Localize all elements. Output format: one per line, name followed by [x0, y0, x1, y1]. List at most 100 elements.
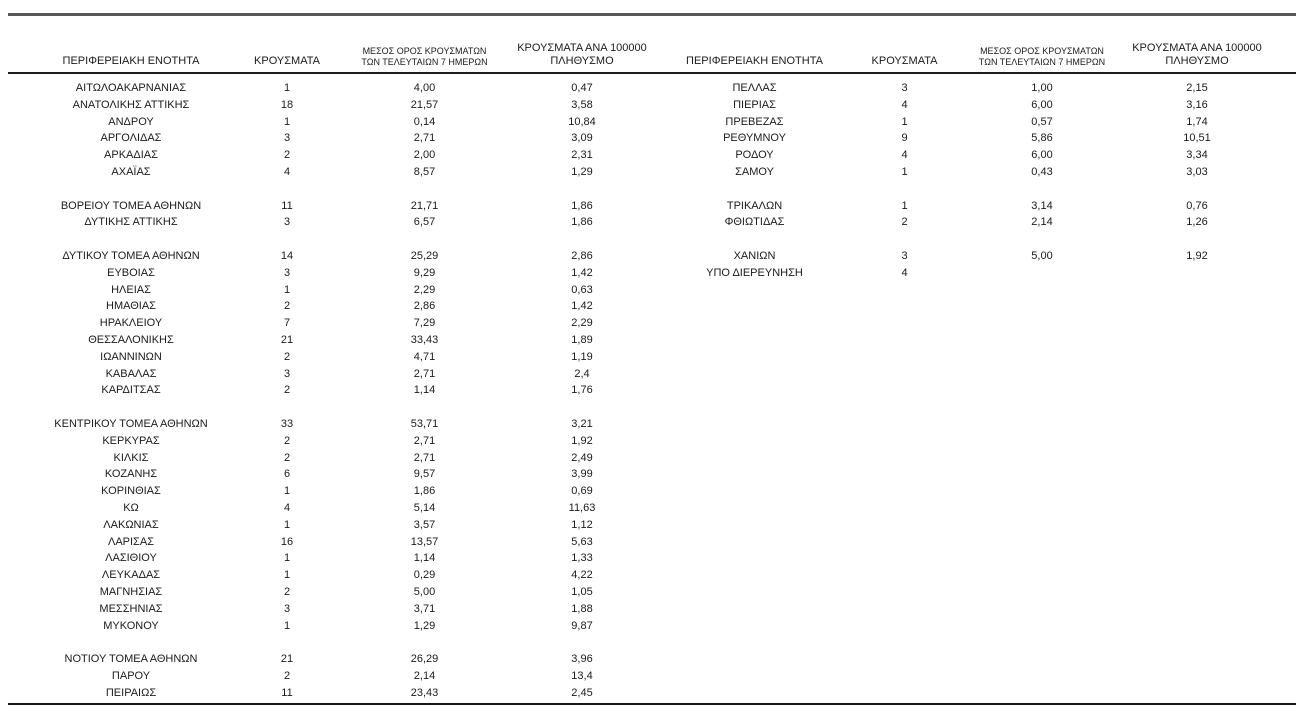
header-per100k-right-line2: ΠΛΗΘΥΣΜΟ [1165, 55, 1229, 67]
table-row-spacer [25, 231, 1304, 248]
region-cell [652, 349, 857, 366]
value-cell: 1 [901, 165, 908, 178]
table-row: ΠΑΡΟΥ 2 2,14 13,4 [25, 668, 1304, 685]
value-cell [857, 282, 952, 299]
value-cell: 2,49 [571, 451, 593, 464]
value-cell: 0,29 [413, 569, 436, 582]
value-cell: 3,14 [1031, 199, 1053, 212]
value-cell: 1 [901, 115, 908, 128]
header-per100k-left-line1: ΚΡΟΥΣΜΑΤΑ ΑΝΑ 100000 [517, 42, 647, 54]
value-cell [857, 416, 952, 433]
value-cell [857, 433, 952, 450]
region-cell: ΚΕΡΚΥΡΑΣ [102, 434, 160, 447]
value-cell: 3 [901, 82, 908, 94]
region-cell [652, 567, 857, 584]
table-row: ΗΜΑΘΙΑΣ 2 2,86 1,42 [25, 298, 1304, 315]
value-cell: 1 [283, 115, 291, 128]
value-cell: 3,57 [413, 518, 436, 531]
table-row-spacer [25, 634, 1304, 651]
value-cell: 1,00 [1031, 82, 1053, 94]
table-row: ΚΩ 4 5,14 11,63 [25, 500, 1304, 517]
value-cell: 0,47 [571, 82, 593, 94]
value-cell: 9 [901, 132, 908, 145]
value-cell: 2,71 [413, 367, 436, 380]
table-row: ΚΟΖΑΝΗΣ 6 9,57 3,99 [25, 466, 1304, 483]
value-cell: 2,71 [413, 451, 436, 464]
value-cell [952, 466, 1132, 483]
region-cell: ΦΘΙΩΤΙΔΑΣ [724, 216, 785, 229]
region-cell [652, 382, 857, 399]
value-cell: 1,92 [1186, 249, 1208, 262]
value-cell [237, 399, 337, 416]
region-cell [652, 315, 857, 332]
value-cell [857, 534, 952, 551]
value-cell: 2 [901, 216, 908, 229]
header-divider-rule [8, 72, 1296, 74]
value-cell: 1 [283, 283, 291, 296]
region-cell [652, 298, 857, 315]
table-row: ΛΑΡΙΣΑΣ 16 13,57 5,63 [25, 534, 1304, 551]
value-cell [1132, 550, 1262, 567]
header-cases-right: ΚΡΟΥΣΜΑΤΑ [857, 32, 952, 72]
value-cell [1132, 231, 1262, 248]
value-cell [1132, 685, 1262, 702]
table-row: ΙΩΑΝΝΙΝΩΝ 2 4,71 1,19 [25, 349, 1304, 366]
table-header-row: ΠΕΡΙΦΕΡΕΙΑΚΗ ΕΝΟΤΗΤΑ ΚΡΟΥΣΜΑΤΑ ΜΕΣΟΣ ΟΡΟ… [25, 32, 1304, 72]
region-cell: ΑΝΔΡΟΥ [108, 115, 154, 128]
value-cell [1132, 601, 1262, 618]
table-row: ΑΧΑΪΑΣ 4 8,57 1,29 ΣΑΜΟΥ 1 0,43 3,03 [25, 164, 1304, 181]
value-cell: 23,43 [410, 686, 439, 699]
value-cell: 5,86 [1031, 132, 1053, 145]
value-cell [952, 433, 1132, 450]
value-cell [952, 550, 1132, 567]
table-row: ΒΟΡΕΙΟΥ ΤΟΜΕΑ ΑΘΗΝΩΝ 11 21,71 1,86 ΤΡΙΚΑΛΩΝ 1… [25, 198, 1304, 215]
value-cell [1132, 382, 1262, 399]
value-cell [1132, 282, 1262, 299]
value-cell [857, 366, 952, 383]
value-cell: 1,12 [571, 518, 593, 531]
value-cell: 0,57 [1031, 115, 1053, 128]
region-cell [652, 450, 857, 467]
header-region-right-label: ΠΕΡΙΦΕΡΕΙΑΚΗ ΕΝΟΤΗΤΑ [686, 55, 823, 67]
value-cell [857, 298, 952, 315]
region-cell: ΚΙΛΚΙΣ [113, 451, 149, 464]
value-cell [1132, 500, 1262, 517]
top-rule [8, 13, 1296, 16]
value-cell [857, 584, 952, 601]
value-cell [857, 332, 952, 349]
value-cell [512, 399, 652, 416]
value-cell: 0,43 [1031, 165, 1053, 178]
table-row: ΜΕΣΣΗΝΙΑΣ 3 3,71 1,88 [25, 601, 1304, 618]
table-row: ΑΙΤΩΛΟΑΚΑΡΝΑΝΙΑΣ 1 4,00 0,47 ΠΕΛΛΑΣ 3 1,00 2,15 [25, 80, 1304, 97]
value-cell [1132, 433, 1262, 450]
value-cell [337, 231, 512, 248]
value-cell [337, 399, 512, 416]
value-cell: 1,74 [1186, 115, 1208, 128]
value-cell [952, 265, 1132, 282]
value-cell [952, 601, 1132, 618]
value-cell [952, 332, 1132, 349]
value-cell: 9,29 [413, 266, 436, 279]
value-cell [1132, 181, 1262, 198]
value-cell [857, 399, 952, 416]
region-cell: ΚΟΡΙΝΘΙΑΣ [101, 485, 161, 498]
value-cell [952, 382, 1132, 399]
value-cell: 3,34 [1186, 149, 1208, 162]
value-cell [857, 349, 952, 366]
value-cell: 1 [901, 199, 908, 212]
value-cell: 2 [283, 585, 291, 598]
value-cell: 4,71 [413, 350, 436, 363]
value-cell: 2,31 [571, 149, 593, 162]
value-cell: 1 [283, 619, 291, 632]
region-cell: ΚΩ [123, 501, 139, 514]
table-row: ΗΡΑΚΛΕΙΟΥ 7 7,29 2,29 [25, 315, 1304, 332]
value-cell: 2,4 [574, 367, 590, 380]
table-row: ΚΕΝΤΡΙΚΟΥ ΤΟΜΕΑ ΑΘΗΝΩΝ 33 53,71 3,21 [25, 416, 1304, 433]
region-cell: ΙΩΑΝΝΙΝΩΝ [100, 350, 162, 363]
value-cell [952, 685, 1132, 702]
value-cell: 2,29 [571, 317, 593, 330]
region-cell [652, 685, 857, 702]
table-row: ΚΟΡΙΝΘΙΑΣ 1 1,86 0,69 [25, 483, 1304, 500]
value-cell [952, 181, 1132, 198]
value-cell [1132, 517, 1262, 534]
